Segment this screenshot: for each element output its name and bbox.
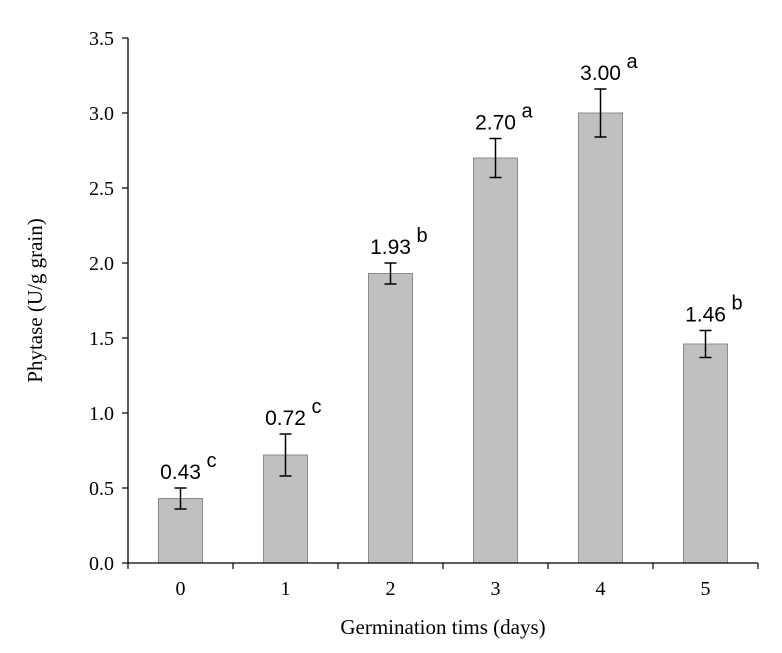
x-tick-label: 0 [176, 578, 186, 600]
x-tick-label: 4 [596, 578, 606, 600]
data-label: 2.70 [475, 112, 516, 135]
data-label: 3.00 [580, 62, 621, 85]
data-label: 1.93 [370, 236, 411, 259]
y-axis-title: Phytase (U/g grain) [23, 218, 47, 382]
axes-group [122, 37, 759, 569]
y-tick-label: 3.0 [89, 103, 114, 125]
data-label: 0.43 [160, 461, 201, 484]
y-tick-label: 3.5 [89, 28, 114, 50]
y-tick-label: 1.5 [89, 328, 114, 350]
error-bars-group [174, 88, 712, 510]
data-labels-group: 0.43 c 0.72 c 1.93 b 2.70 a 3.00 a 1.46 b [160, 51, 743, 484]
data-label: 0.72 [265, 407, 306, 430]
y-tick-label: 0.5 [89, 478, 114, 500]
x-tick-label: 2 [386, 578, 396, 600]
significance-letter: c [312, 396, 322, 418]
significance-letter: a [627, 51, 639, 73]
bar [683, 343, 728, 564]
y-tick-label: 1.0 [89, 403, 114, 425]
data-label: 1.46 [685, 304, 726, 327]
x-tick-label: 3 [491, 578, 501, 600]
significance-letter: b [732, 293, 743, 315]
significance-letter: a [522, 101, 534, 123]
x-tick-label: 1 [281, 578, 291, 600]
bar [578, 112, 623, 564]
significance-letter: b [417, 225, 428, 247]
y-tick-label: 2.5 [89, 178, 114, 200]
y-tick-label: 0.0 [89, 553, 114, 575]
x-axis-title: Germination tims (days) [340, 615, 545, 639]
y-tick-label: 2.0 [89, 253, 114, 275]
bar [473, 157, 518, 564]
x-tick-label: 5 [701, 578, 711, 600]
bar [368, 273, 413, 564]
significance-letter: c [207, 450, 217, 472]
tick-labels-group: 0.0 0.5 1.0 1.5 2.0 2.5 3.0 3.5 0 1 2 3 4 5 [89, 28, 711, 600]
bars-group [158, 112, 728, 564]
